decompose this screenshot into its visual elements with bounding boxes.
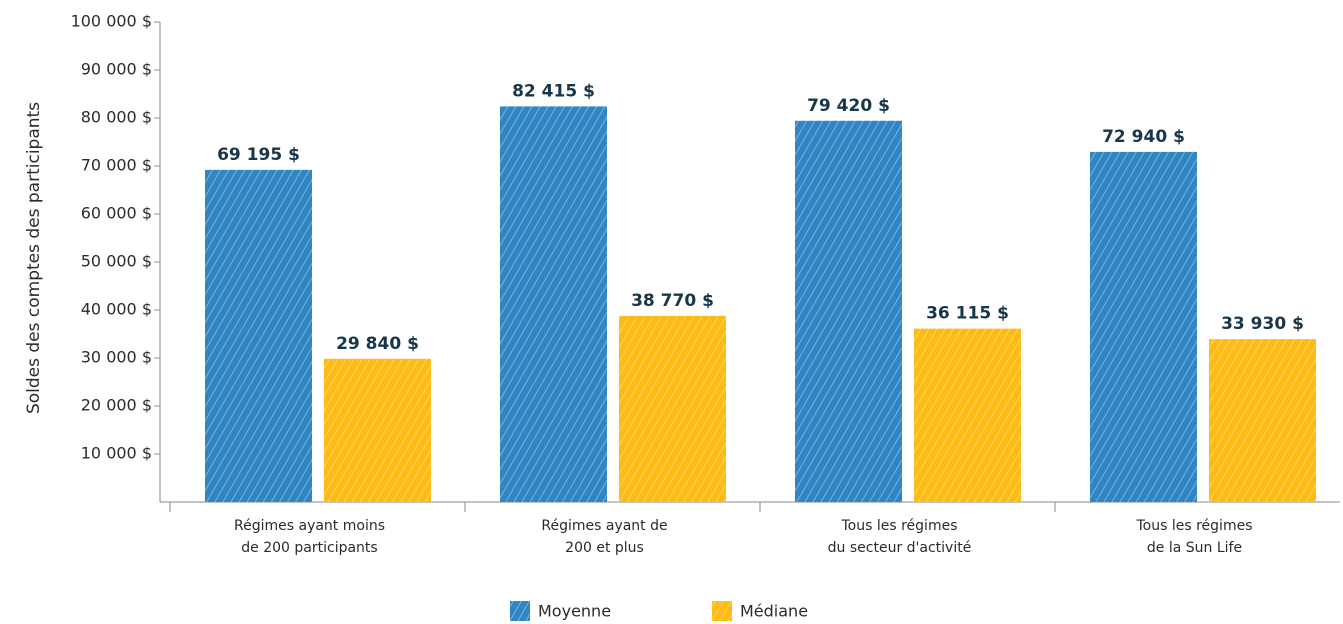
bar [1209,339,1316,502]
y-tick-label: 80 000 $ [81,108,152,127]
bar [619,315,726,502]
x-tick-label: Régimes ayant de [541,518,667,534]
value-label: 38 770 $ [631,291,714,311]
y-tick-label: 60 000 $ [81,204,152,223]
bar [914,328,1021,502]
value-label: 72 940 $ [1102,127,1185,147]
x-tick-label: Régimes ayant moins [234,518,385,534]
bar [324,358,431,502]
y-tick-label: 50 000 $ [81,252,152,271]
y-tick-label: 70 000 $ [81,156,152,175]
legend-label: Médiane [740,602,808,621]
x-tick-label: 200 et plus [565,540,644,556]
y-tick-label: 90 000 $ [81,60,152,79]
value-label: 29 840 $ [336,334,419,354]
x-tick-label: de la Sun Life [1147,540,1242,556]
legend-swatch [510,601,530,621]
x-tick-label: de 200 participants [241,540,377,556]
y-tick-label: 40 000 $ [81,300,152,319]
value-label: 82 415 $ [512,81,595,101]
legend-swatch [712,601,732,621]
y-axis-title: Soldes des comptes des participants [24,102,44,414]
legend-label: Moyenne [538,602,611,621]
value-label: 36 115 $ [926,304,1009,324]
y-tick-label: 100 000 $ [71,12,152,31]
y-tick-label: 30 000 $ [81,348,152,367]
value-label: 69 195 $ [217,145,300,165]
x-tick-label: du secteur d'activité [828,540,972,556]
x-tick-label: Tous les régimes [1136,518,1253,534]
value-label: 79 420 $ [807,96,890,116]
bar [500,106,607,503]
y-tick-label: 10 000 $ [81,444,152,463]
bar [1090,151,1197,502]
bar [795,120,902,502]
bar [205,169,312,502]
y-tick-label: 20 000 $ [81,396,152,415]
value-label: 33 930 $ [1221,314,1304,334]
x-tick-label: Tous les régimes [841,518,958,534]
